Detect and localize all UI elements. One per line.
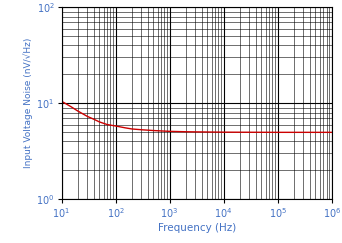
X-axis label: Frequency (Hz): Frequency (Hz) [158,223,236,233]
Y-axis label: Input Voltage Noise (nV/√Hz): Input Voltage Noise (nV/√Hz) [24,38,34,168]
